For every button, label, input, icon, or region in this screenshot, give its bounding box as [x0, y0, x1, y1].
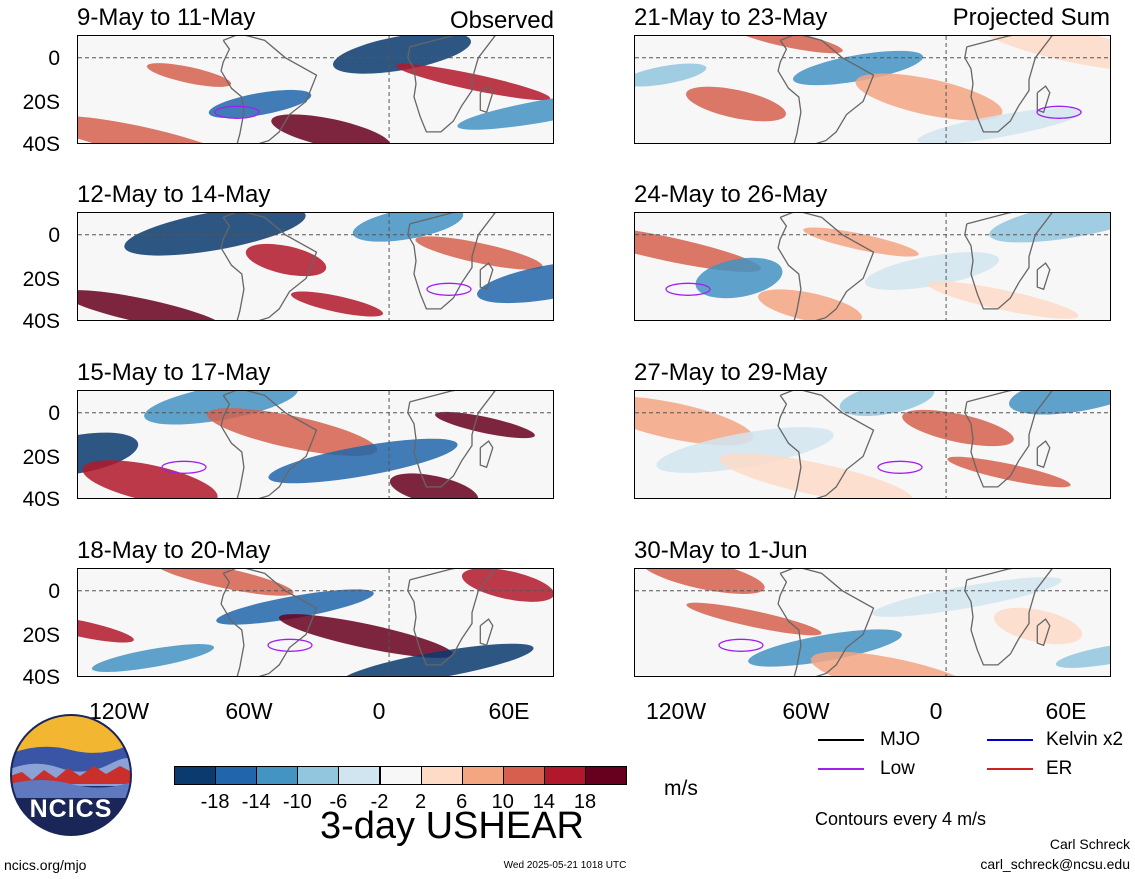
map-panel-obs-1 [77, 35, 554, 144]
panel-title-3: 15-May to 17-May [77, 359, 271, 386]
y-tick-20s-r3: 20S [22, 446, 60, 469]
legend-label-kelvin: Kelvin x2 [1046, 729, 1124, 750]
y-tick-0-r2: 0 [48, 224, 60, 247]
colorbar-label: 18 [573, 791, 597, 813]
shear-field [78, 213, 553, 320]
y-tick-40s-r1: 40S [22, 133, 60, 156]
colorbar-cell [297, 766, 340, 785]
legend-line-mjo [818, 739, 864, 741]
colorbar-cell [256, 766, 299, 785]
colorbar-label: -2 [370, 791, 389, 813]
ncics-logo [10, 714, 132, 836]
colorbar-cell [338, 766, 381, 785]
map-panel-proj-3 [634, 390, 1111, 499]
panel-title-7: 27-May to 29-May [634, 359, 828, 386]
panel-tag-observed: Observed [449, 7, 554, 34]
legend-label-er: ER [1046, 758, 1073, 779]
map-panel-obs-3 [77, 390, 554, 499]
panel-tag-projected: Projected Sum [952, 4, 1110, 31]
y-tick-40s-r2: 40S [22, 310, 60, 333]
colorbar-cell [379, 766, 422, 785]
colorbar-cell [420, 766, 463, 785]
x-tick-120w-left: 120W [88, 698, 150, 724]
map-panel-proj-4 [634, 568, 1111, 677]
colorbar-cell [215, 766, 258, 785]
main-title: 3-day USHEAR [320, 805, 584, 847]
y-tick-20s-r1: 20S [22, 91, 60, 114]
map-panel-obs-2 [77, 212, 554, 321]
logo-text: NCICS [29, 795, 113, 823]
map-panel-obs-4 [77, 568, 554, 677]
colorbar-cell [502, 766, 545, 785]
y-tick-0-r4: 0 [48, 580, 60, 603]
colorbar-label: 2 [415, 791, 427, 813]
panel-title-4: 18-May to 20-May [77, 537, 271, 564]
map-panel-proj-1 [634, 35, 1111, 144]
colorbar-cell [585, 766, 628, 785]
legend-label-mjo: MJO [880, 729, 921, 750]
x-tick-0-right: 0 [929, 698, 943, 724]
colorbar-cell [461, 766, 504, 785]
panel-title-5: 21-May to 23-May [634, 4, 828, 31]
colorbar-label: 10 [491, 791, 514, 813]
y-tick-0-r1: 0 [48, 47, 60, 70]
x-tick-0-left: 0 [372, 698, 386, 724]
y-tick-0-r3: 0 [48, 402, 60, 425]
panel-title-2: 12-May to 14-May [77, 181, 271, 208]
y-tick-20s-r2: 20S [22, 268, 60, 291]
panel-title-1: 9-May to 11-May [77, 4, 256, 31]
legend-line-er [987, 768, 1033, 770]
footer-email[interactable]: carl_schreck@ncsu.edu [980, 856, 1130, 872]
shear-field [78, 36, 553, 143]
colorbar-label: 6 [456, 791, 468, 813]
contour-note: Contours every 4 m/s [815, 809, 987, 829]
shear-field [78, 391, 553, 498]
shear-field [78, 569, 553, 676]
footer-author: Carl Schreck [1049, 836, 1130, 852]
colorbar-label: 14 [532, 791, 556, 813]
shear-field [635, 213, 1110, 320]
x-tick-120w-right: 120W [645, 698, 707, 724]
footer-url[interactable]: ncics.org/mjo [4, 857, 87, 873]
colorbar-cell [543, 766, 586, 785]
colorbar-units: m/s [664, 777, 698, 800]
legend-label-low: Low [880, 758, 915, 779]
shear-field [635, 36, 1110, 143]
x-tick-60e-right: 60E [1045, 698, 1087, 724]
legend-line-low [818, 768, 864, 770]
panel-title-6: 24-May to 26-May [634, 181, 828, 208]
x-tick-60e-left: 60E [488, 698, 530, 724]
y-tick-20s-r4: 20S [22, 624, 60, 647]
colorbar-label: -6 [329, 791, 348, 813]
legend-line-kelvin [987, 739, 1033, 741]
y-tick-40s-r4: 40S [22, 666, 60, 689]
y-tick-40s-r3: 40S [22, 488, 60, 511]
map-panel-proj-2 [634, 212, 1111, 321]
colorbar-label: -14 [241, 791, 271, 813]
footer-timestamp: Wed 2025-05-21 1018 UTC [503, 860, 627, 871]
colorbar-label: -18 [200, 791, 230, 813]
x-tick-60w-right: 60W [782, 698, 830, 724]
shear-field [635, 391, 1110, 498]
panel-title-8: 30-May to 1-Jun [634, 537, 808, 564]
shear-field [635, 569, 1110, 676]
x-tick-60w-left: 60W [225, 698, 273, 724]
colorbar-label: -10 [282, 791, 312, 813]
colorbar-cell [174, 766, 217, 785]
